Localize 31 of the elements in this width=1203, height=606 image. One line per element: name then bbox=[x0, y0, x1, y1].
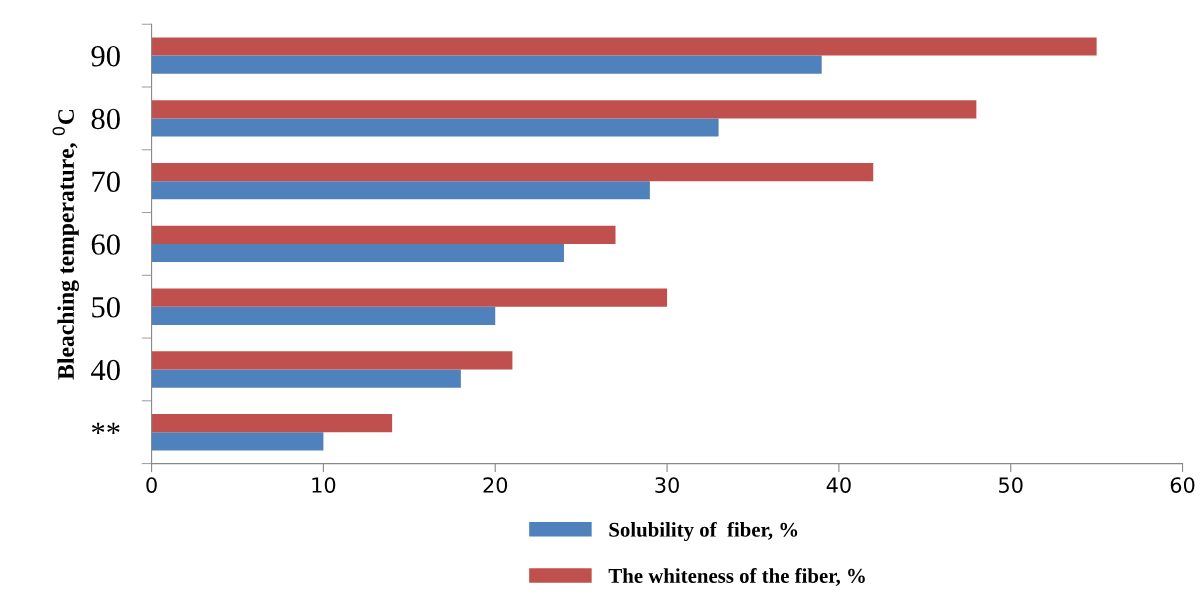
bar bbox=[151, 225, 616, 244]
bar bbox=[151, 432, 324, 451]
bar bbox=[151, 55, 822, 74]
bar bbox=[151, 37, 1097, 56]
bar bbox=[151, 118, 719, 137]
y-tick-label: 90 bbox=[91, 45, 120, 67]
x-tick-label: 50 bbox=[999, 477, 1023, 493]
x-tick-label: 10 bbox=[312, 477, 336, 493]
y-tick-label: 70 bbox=[92, 171, 120, 193]
bar bbox=[151, 181, 650, 200]
x-tick-label: 30 bbox=[655, 477, 679, 493]
y-tick-label: 60 bbox=[91, 234, 120, 255]
bar bbox=[151, 369, 461, 388]
bar bbox=[151, 306, 496, 325]
y-tick-label: ** bbox=[91, 422, 120, 435]
y-axis-title: Bleaching temperature, $^{0}$C bbox=[52, 109, 79, 380]
y-tick-label: 50 bbox=[92, 296, 120, 318]
x-tick-label: 40 bbox=[826, 477, 851, 493]
y-tick-label: 40 bbox=[91, 359, 120, 381]
x-tick-label: 20 bbox=[483, 477, 508, 493]
y-tick-label: 80 bbox=[91, 108, 120, 130]
bar bbox=[151, 243, 564, 263]
x-tick-label: 60 bbox=[1170, 477, 1195, 493]
legend-label: Solubility of fiber, % bbox=[609, 521, 798, 542]
bar bbox=[151, 100, 977, 119]
x-tick-label: 0 bbox=[146, 477, 157, 493]
bar bbox=[151, 162, 874, 182]
bar bbox=[151, 414, 393, 433]
bar bbox=[151, 351, 513, 370]
legend-label: The whiteness of the fiber, % bbox=[608, 568, 865, 586]
bar bbox=[151, 288, 668, 307]
